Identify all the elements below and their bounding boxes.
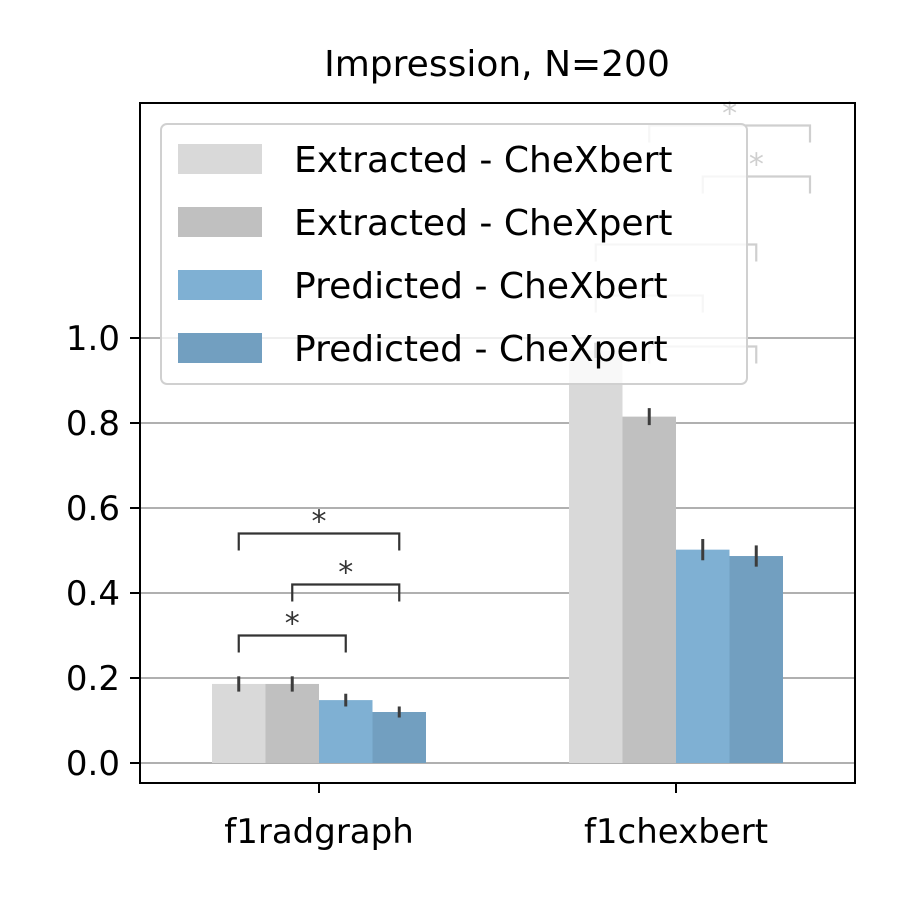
bar	[622, 416, 676, 763]
bar	[676, 549, 730, 763]
legend-box	[160, 123, 748, 385]
x-tick-label: f1chexbert	[584, 812, 768, 852]
legend-swatch	[178, 270, 262, 300]
legend-label: Predicted - CheXpert	[294, 329, 668, 370]
significance-label: *	[722, 97, 737, 132]
x-tick-label: f1radgraph	[224, 812, 414, 852]
significance-label: *	[749, 148, 764, 183]
significance-label: *	[338, 556, 353, 591]
axes: 0.0 0.2 0.4 0.6 0.8 1.0 f1radgraph f1chexbert	[66, 319, 768, 852]
y-tick-label: 1.0	[66, 319, 120, 359]
bars	[212, 342, 783, 763]
significance-bracket	[237, 532, 401, 551]
bar	[265, 683, 319, 763]
legend-label: Extracted - CheXbert	[294, 140, 673, 181]
legend: Extracted - CheXbert Extracted - CheXpert…	[160, 123, 748, 385]
legend-label: Predicted - CheXbert	[294, 266, 668, 307]
y-tick-label: 0.4	[66, 574, 120, 614]
y-tick-label: 0.6	[66, 489, 120, 529]
significance-label: *	[285, 607, 300, 642]
plot-frame	[139, 102, 856, 784]
significance-bracket	[291, 583, 401, 602]
significance-label: *	[312, 505, 327, 540]
legend-swatch	[178, 333, 262, 363]
bar	[319, 700, 373, 763]
legend-swatch	[178, 207, 262, 237]
significance-bracket	[237, 634, 347, 653]
y-tick-label: 0.8	[66, 404, 120, 444]
legend-label: Extracted - CheXpert	[294, 203, 673, 244]
bar	[569, 350, 623, 763]
bar	[729, 556, 783, 763]
chart-title: Impression, N=200	[324, 44, 670, 85]
y-tick-label: 0.2	[66, 659, 120, 699]
legend-swatch	[178, 144, 262, 174]
bar	[372, 712, 426, 763]
y-tick-label: 0.0	[66, 744, 120, 784]
bar	[212, 683, 266, 763]
